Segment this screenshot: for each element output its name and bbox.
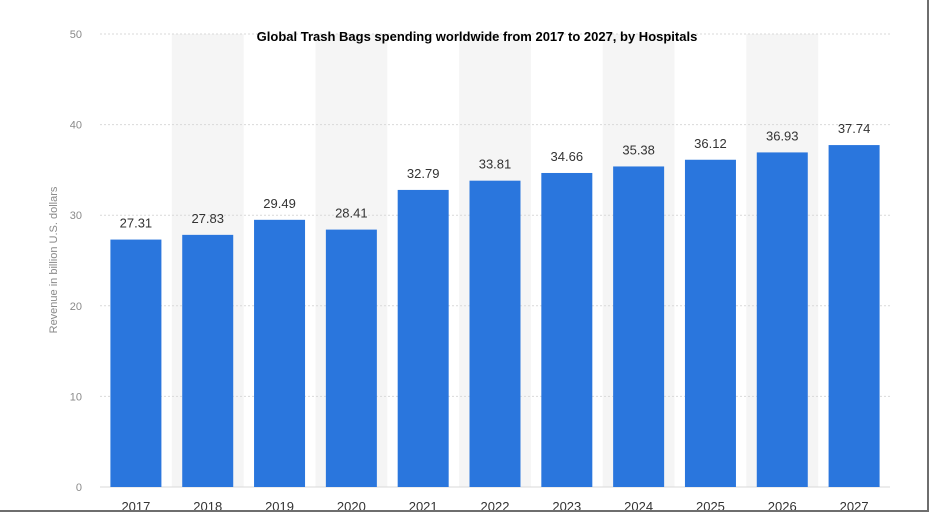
bars	[110, 145, 880, 488]
bar	[182, 234, 234, 487]
y-tick-label: 0	[76, 482, 82, 494]
bar	[828, 145, 880, 487]
data-label: 27.83	[191, 211, 224, 226]
y-axis-ticks: 0 10 20 30 40 50	[70, 29, 82, 494]
x-tick-label: 2026	[768, 499, 797, 512]
y-tick-label: 10	[70, 391, 82, 403]
x-tick-label: 2023	[552, 499, 581, 512]
bar	[684, 159, 736, 487]
y-tick-label: 50	[70, 29, 82, 41]
data-label: 36.93	[766, 128, 799, 143]
bar	[541, 172, 593, 487]
data-label: 27.31	[120, 216, 153, 231]
x-tick-label: 2025	[696, 499, 725, 512]
y-axis-title: Revenue in billion U.S. dollars	[48, 186, 60, 333]
x-tick-label: 2020	[337, 499, 366, 512]
y-tick-label: 40	[70, 120, 82, 132]
data-label: 35.38	[622, 142, 655, 157]
x-axis-ticks: 2017 2018 2019 2020 2021 2022 2023 2024 2025 2026…	[121, 499, 869, 512]
data-label: 28.41	[335, 206, 368, 221]
bar	[469, 180, 521, 487]
bar	[325, 229, 377, 487]
chart-title: Global Trash Bags spending worldwide fro…	[257, 29, 698, 44]
data-label: 34.66	[551, 149, 584, 164]
x-tick-label: 2027	[840, 499, 869, 512]
data-label: 37.74	[838, 121, 871, 136]
data-labels: 27.31 27.83 29.49 28.41 32.79 33.81 34.66 35.38…	[120, 121, 871, 230]
y-tick-label: 30	[70, 210, 82, 222]
bar	[254, 219, 306, 487]
data-label: 33.81	[479, 157, 512, 172]
data-label: 29.49	[263, 196, 296, 211]
x-tick-label: 2022	[481, 499, 510, 512]
x-tick-label: 2018	[193, 499, 222, 512]
data-label: 32.79	[407, 166, 440, 181]
x-tick-label: 2024	[624, 499, 653, 512]
bar	[756, 152, 808, 488]
x-tick-label: 2017	[121, 499, 150, 512]
bar	[110, 239, 162, 487]
y-tick-label: 20	[70, 301, 82, 313]
bar	[613, 166, 665, 487]
x-tick-label: 2019	[265, 499, 294, 512]
data-label: 36.12	[694, 136, 727, 151]
x-tick-label: 2021	[409, 499, 438, 512]
bar	[397, 189, 449, 487]
